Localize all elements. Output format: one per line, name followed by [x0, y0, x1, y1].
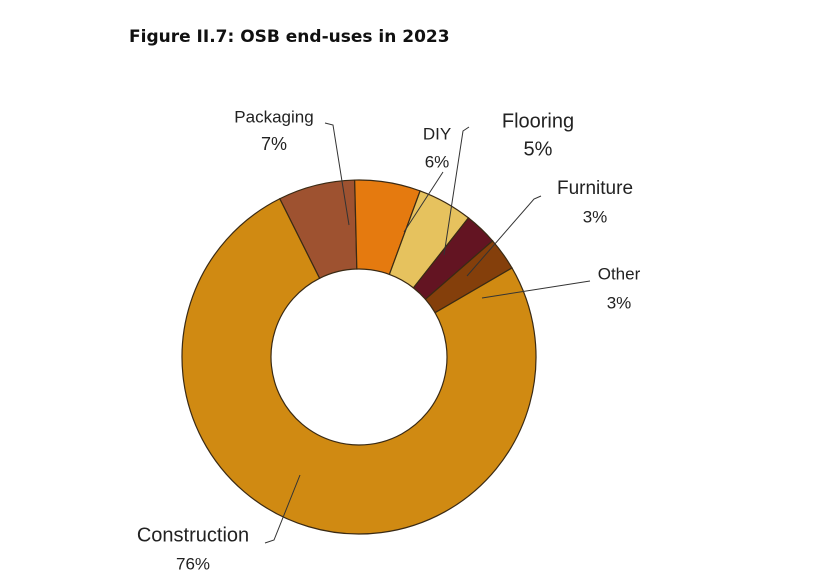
slice-value-other: 3%	[607, 293, 632, 312]
leader-line-construction	[264, 474, 301, 544]
slices-group	[181, 179, 537, 535]
leader-line-other	[481, 280, 591, 299]
slice-label-furniture: Furniture	[557, 178, 633, 199]
slice-value-furniture: 3%	[583, 207, 608, 226]
leader-lines-group	[264, 122, 591, 544]
slice-value-diy: 6%	[425, 152, 450, 171]
slice-label-diy: DIY	[423, 124, 451, 143]
leader-line-packaging	[324, 122, 350, 226]
leader-line-furniture	[466, 195, 542, 277]
slice-construction	[181, 197, 537, 535]
slice-label-packaging: Packaging	[234, 107, 313, 126]
slice-value-packaging: 7%	[261, 134, 287, 154]
chart-title: Figure II.7: OSB end-uses in 2023	[129, 27, 450, 47]
slice-label-flooring: Flooring	[502, 110, 574, 132]
slice-label-construction: Construction	[137, 524, 249, 546]
leader-line-diy	[403, 171, 444, 233]
labels-group: Construction 76% Packaging 7% DIY 6% Flooring 5…	[137, 107, 641, 573]
slice-label-other: Other	[598, 264, 641, 283]
slice-value-flooring: 5%	[524, 138, 553, 160]
slice-value-construction: 76%	[176, 554, 210, 573]
leader-line-flooring	[443, 126, 470, 256]
